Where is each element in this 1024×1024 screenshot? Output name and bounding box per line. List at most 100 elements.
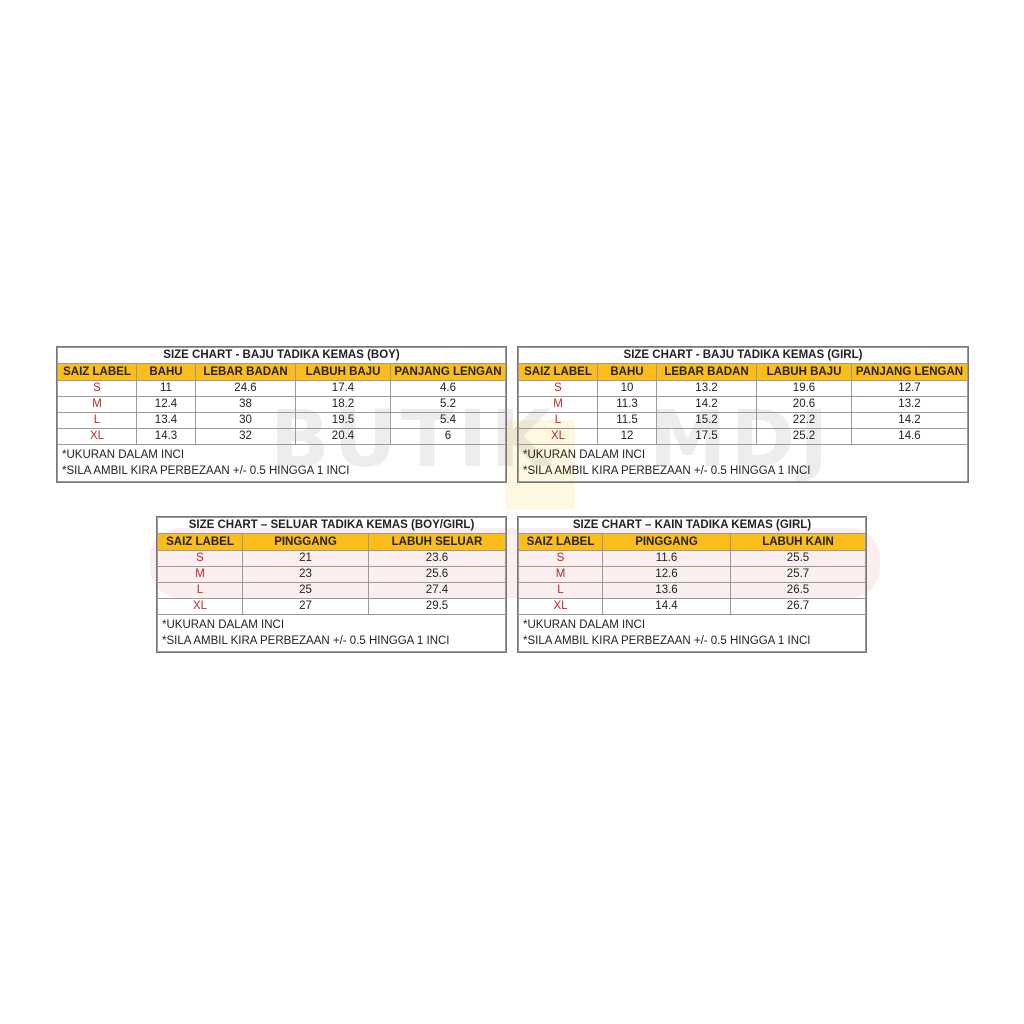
note-text: *UKURAN DALAM INCI	[523, 619, 646, 631]
measurement-cell: 13.2	[851, 396, 968, 413]
note-text: *UKURAN DALAM INCI	[523, 449, 646, 461]
measurement-cell: 13.2	[656, 380, 757, 397]
measurement-cell: 17.4	[295, 380, 391, 397]
measurement-cell: 25.7	[730, 566, 866, 583]
column-header: LEBAR BADAN	[195, 363, 296, 381]
column-header: LABUH KAIN	[730, 533, 866, 551]
size-label: M	[157, 566, 243, 583]
size-label: XL	[157, 598, 243, 615]
size-label: L	[157, 582, 243, 599]
table-row: L 13.4 30 19.5 5.4	[57, 412, 506, 429]
column-header: PANJANG LENGAN	[390, 363, 506, 381]
measurement-cell: 23	[242, 566, 369, 583]
measurement-cell: 25.2	[756, 428, 852, 445]
table-row: L 11.5 15.2 22.2 14.2	[518, 412, 968, 429]
table-row: M 12.4 38 18.2 5.2	[57, 396, 506, 413]
measurement-cell: 23.6	[368, 550, 506, 567]
measurement-cell: 14.6	[851, 428, 968, 445]
notes-row: *UKURAN DALAM INCI *SILA AMBIL KIRA PERBE…	[518, 444, 968, 482]
measurement-cell: 11	[136, 380, 196, 397]
size-chart-seluar: SIZE CHART – SELUAR TADIKA KEMAS (BOY/GI…	[156, 516, 507, 653]
notes-cell: *UKURAN DALAM INCI *SILA AMBIL KIRA PERBE…	[157, 614, 506, 652]
column-header: LABUH BAJU	[295, 363, 391, 381]
measurement-cell: 14.2	[656, 396, 757, 413]
measurement-cell: 22.2	[756, 412, 852, 429]
size-chart-baju-girl: SIZE CHART - BAJU TADIKA KEMAS (GIRL) SAI…	[517, 346, 969, 483]
title-row: SIZE CHART - BAJU TADIKA KEMAS (GIRL)	[518, 347, 968, 364]
measurement-cell: 6	[390, 428, 506, 445]
header-row: SAIZ LABEL PINGGANG LABUH KAIN	[518, 533, 866, 551]
notes-row: *UKURAN DALAM INCI *SILA AMBIL KIRA PERBE…	[157, 614, 506, 652]
measurement-cell: 24.6	[195, 380, 296, 397]
notes-row: *UKURAN DALAM INCI *SILA AMBIL KIRA PERBE…	[57, 444, 506, 482]
notes-cell: *UKURAN DALAM INCI *SILA AMBIL KIRA PERBE…	[518, 614, 866, 652]
table-row: M 11.3 14.2 20.6 13.2	[518, 396, 968, 413]
size-label: S	[518, 550, 603, 567]
size-label: L	[518, 582, 603, 599]
measurement-cell: 5.4	[390, 412, 506, 429]
table-row: L 13.6 26.5	[518, 582, 866, 599]
size-chart-kain: SIZE CHART – KAIN TADIKA KEMAS (GIRL) SAI…	[517, 516, 867, 653]
table-row: S 21 23.6	[157, 550, 506, 567]
measurement-cell: 13.6	[602, 582, 731, 599]
column-header: LEBAR BADAN	[656, 363, 757, 381]
measurement-cell: 11.5	[597, 412, 657, 429]
measurement-cell: 21	[242, 550, 369, 567]
measurement-cell: 29.5	[368, 598, 506, 615]
measurement-cell: 11.6	[602, 550, 731, 567]
measurement-cell: 14.2	[851, 412, 968, 429]
column-header: PINGGANG	[602, 533, 731, 551]
measurement-cell: 30	[195, 412, 296, 429]
size-label: S	[57, 380, 137, 397]
table-row: XL 14.4 26.7	[518, 598, 866, 615]
column-header: SAIZ LABEL	[57, 363, 137, 381]
measurement-cell: 15.2	[656, 412, 757, 429]
measurement-cell: 27.4	[368, 582, 506, 599]
table-row: L 25 27.4	[157, 582, 506, 599]
measurement-cell: 5.2	[390, 396, 506, 413]
header-row: SAIZ LABEL BAHU LEBAR BADAN LABUH BAJU PANJA…	[57, 363, 506, 381]
measurement-cell: 12	[597, 428, 657, 445]
table-row: M 23 25.6	[157, 566, 506, 583]
measurement-cell: 32	[195, 428, 296, 445]
size-label: S	[518, 380, 598, 397]
column-header: PINGGANG	[242, 533, 369, 551]
column-header: BAHU	[597, 363, 657, 381]
size-label: M	[57, 396, 137, 413]
size-label: S	[157, 550, 243, 567]
measurement-cell: 14.4	[602, 598, 731, 615]
measurement-cell: 18.2	[295, 396, 391, 413]
notes-cell: *UKURAN DALAM INCI *SILA AMBIL KIRA PERBE…	[57, 444, 506, 482]
measurement-cell: 38	[195, 396, 296, 413]
note-text: *SILA AMBIL KIRA PERBEZAAN +/- 0.5 HINGG…	[523, 465, 811, 477]
column-header: BAHU	[136, 363, 196, 381]
note-text: *UKURAN DALAM INCI	[162, 619, 285, 631]
size-chart-baju-boy: SIZE CHART - BAJU TADIKA KEMAS (BOY) SAIZ…	[56, 346, 507, 483]
column-header: SAIZ LABEL	[518, 363, 598, 381]
table-row: S 11 24.6 17.4 4.6	[57, 380, 506, 397]
measurement-cell: 27	[242, 598, 369, 615]
header-row: SAIZ LABEL PINGGANG LABUH SELUAR	[157, 533, 506, 551]
table-row: XL 27 29.5	[157, 598, 506, 615]
measurement-cell: 13.4	[136, 412, 196, 429]
size-label: M	[518, 566, 603, 583]
notes-row: *UKURAN DALAM INCI *SILA AMBIL KIRA PERBE…	[518, 614, 866, 652]
notes-cell: *UKURAN DALAM INCI *SILA AMBIL KIRA PERBE…	[518, 444, 968, 482]
note-text: *SILA AMBIL KIRA PERBEZAAN +/- 0.5 HINGG…	[162, 635, 450, 647]
table-row: M 12.6 25.7	[518, 566, 866, 583]
size-label: M	[518, 396, 598, 413]
measurement-cell: 25.5	[730, 550, 866, 567]
measurement-cell: 14.3	[136, 428, 196, 445]
measurement-cell: 17.5	[656, 428, 757, 445]
size-label: XL	[518, 428, 598, 445]
measurement-cell: 25	[242, 582, 369, 599]
size-label: L	[57, 412, 137, 429]
chart-title: SIZE CHART – KAIN TADIKA KEMAS (GIRL)	[518, 517, 866, 534]
table-row: XL 12 17.5 25.2 14.6	[518, 428, 968, 445]
size-label: XL	[57, 428, 137, 445]
size-label: L	[518, 412, 598, 429]
header-row: SAIZ LABEL BAHU LEBAR BADAN LABUH BAJU PANJA…	[518, 363, 968, 381]
title-row: SIZE CHART – SELUAR TADIKA KEMAS (BOY/GI…	[157, 517, 506, 534]
title-row: SIZE CHART - BAJU TADIKA KEMAS (BOY)	[57, 347, 506, 364]
column-header: LABUH SELUAR	[368, 533, 506, 551]
